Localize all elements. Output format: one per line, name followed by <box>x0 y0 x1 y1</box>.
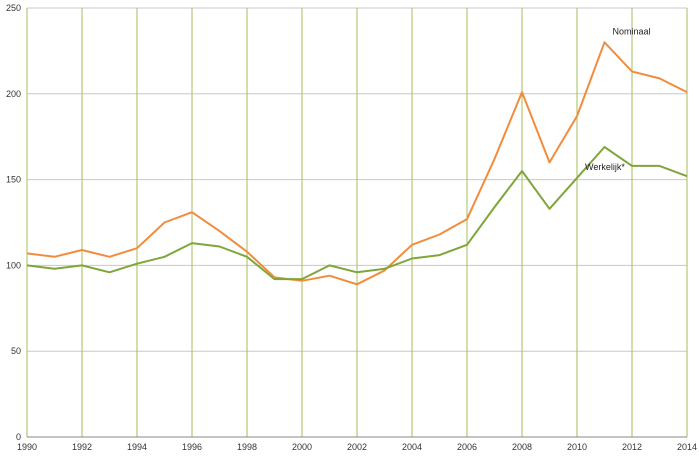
axes: 0 50 100 150 200 250 1990 1992 1994 1996 1998 2000 2… <box>6 3 697 452</box>
x-tick-label: 1990 <box>17 442 37 452</box>
series-group <box>26 41 688 286</box>
series-label-werkelijk: Werkelijk* <box>585 162 625 172</box>
x-tick-label: 2012 <box>622 442 642 452</box>
series-line-nominaal <box>26 41 688 286</box>
y-tick-label: 100 <box>6 260 21 270</box>
x-tick-label: 2000 <box>292 442 312 452</box>
y-tick-label: 50 <box>11 346 21 356</box>
x-tick-label: 2010 <box>567 442 587 452</box>
series-line-werkelijk <box>26 146 688 281</box>
grid <box>26 7 688 437</box>
x-tick-label: 1998 <box>237 442 257 452</box>
x-tick-label: 1994 <box>127 442 147 452</box>
x-tick-label: 2014 <box>677 442 697 452</box>
series-label-nominaal: Nominaal <box>613 26 651 36</box>
x-tick-label: 2008 <box>512 442 532 452</box>
y-tick-label: 0 <box>16 432 21 442</box>
x-tick-label: 2004 <box>402 442 422 452</box>
series-labels: Nominaal Werkelijk* <box>585 26 651 172</box>
y-tick-label: 250 <box>6 3 21 13</box>
y-tick-label: 150 <box>6 175 21 185</box>
x-tick-label: 1996 <box>182 442 202 452</box>
x-tick-label: 2006 <box>457 442 477 452</box>
x-tick-label: 2002 <box>347 442 367 452</box>
x-tick-label: 1992 <box>72 442 92 452</box>
y-tick-label: 200 <box>6 89 21 99</box>
